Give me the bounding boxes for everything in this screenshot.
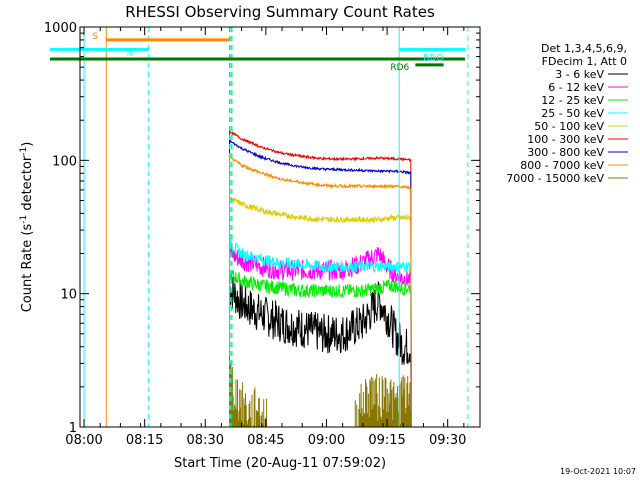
x-axis-label: Start Time (20-Aug-11 07:59:02) — [174, 456, 386, 471]
series-line-4 — [229, 195, 412, 428]
axes: 08:00 08:15 08:30 08:45 09:00 09:15 09:30 1 10 10… — [44, 21, 480, 448]
x-tick-label: 09:00 — [308, 433, 345, 448]
series-line-1 — [229, 246, 412, 428]
y-axis-label-sup1: -1 — [19, 215, 29, 224]
series-line-3 — [229, 237, 412, 428]
series-line-5 — [229, 129, 412, 428]
chart-title: RHESSI Observing Summary Count Rates — [125, 3, 435, 21]
x-tick-label: 09:15 — [368, 433, 405, 448]
x-tick-label: 08:15 — [126, 433, 163, 448]
y-tick-label: 10 — [60, 288, 77, 303]
legend-entry-1: 6 - 12 keV — [548, 81, 604, 94]
legend-entry-2: 12 - 25 keV — [541, 94, 604, 107]
legend-entry-3: 25 - 50 keV — [541, 107, 604, 120]
x-tick-label: 09:30 — [429, 433, 466, 448]
x-tick-label: 08:30 — [187, 433, 224, 448]
y-axis-label-mid: detector — [20, 155, 35, 215]
series-layer — [229, 129, 412, 428]
flag-label-3: RDO — [423, 53, 443, 63]
y-axis-label: Count Rate (s-1 detector-1) — [19, 142, 35, 313]
legend-entry-8: 7000 - 15000 keV — [506, 172, 604, 185]
y-tick-label: 100 — [52, 154, 77, 169]
flag-label-0: S — [92, 32, 98, 42]
series-line-6 — [229, 139, 412, 428]
flag-bars: S N RDO RD6 — [50, 32, 465, 73]
timestamp: 19-Oct-2021 10:07 — [560, 467, 636, 476]
series-line-2 — [229, 268, 412, 428]
x-tick-label: 08:45 — [247, 433, 284, 448]
y-axis-label-main: Count Rate (s — [20, 224, 35, 313]
legend-entry-0: 3 - 6 keV — [555, 68, 604, 81]
legend-header-1: FDecim 1, Att 0 — [542, 55, 627, 68]
flag-label-1: N — [127, 48, 134, 58]
y-axis-label-sup2: -1 — [19, 147, 29, 156]
legend-entry-7: 800 - 7000 keV — [520, 159, 604, 172]
legend-entry-5: 100 - 300 keV — [527, 133, 604, 146]
vertical-lines — [83, 27, 469, 427]
series-line-7 — [229, 156, 412, 428]
legend-entry-4: 50 - 100 keV — [534, 120, 604, 133]
legend-header-0: Det 1,3,4,5,6,9, — [541, 42, 627, 55]
series-line-0 — [229, 276, 412, 428]
y-tick-label: 1000 — [44, 21, 77, 36]
y-axis-label-end: ) — [20, 142, 35, 147]
legend-entry-6: 300 - 800 keV — [527, 146, 604, 159]
flag-label-4: RD6 — [390, 63, 409, 73]
legend: Det 1,3,4,5,6,9,FDecim 1, Att 03 - 6 keV… — [506, 42, 628, 185]
plot-frame — [79, 26, 481, 428]
x-tick-label: 08:00 — [65, 433, 102, 448]
y-tick-label: 1 — [69, 421, 77, 436]
